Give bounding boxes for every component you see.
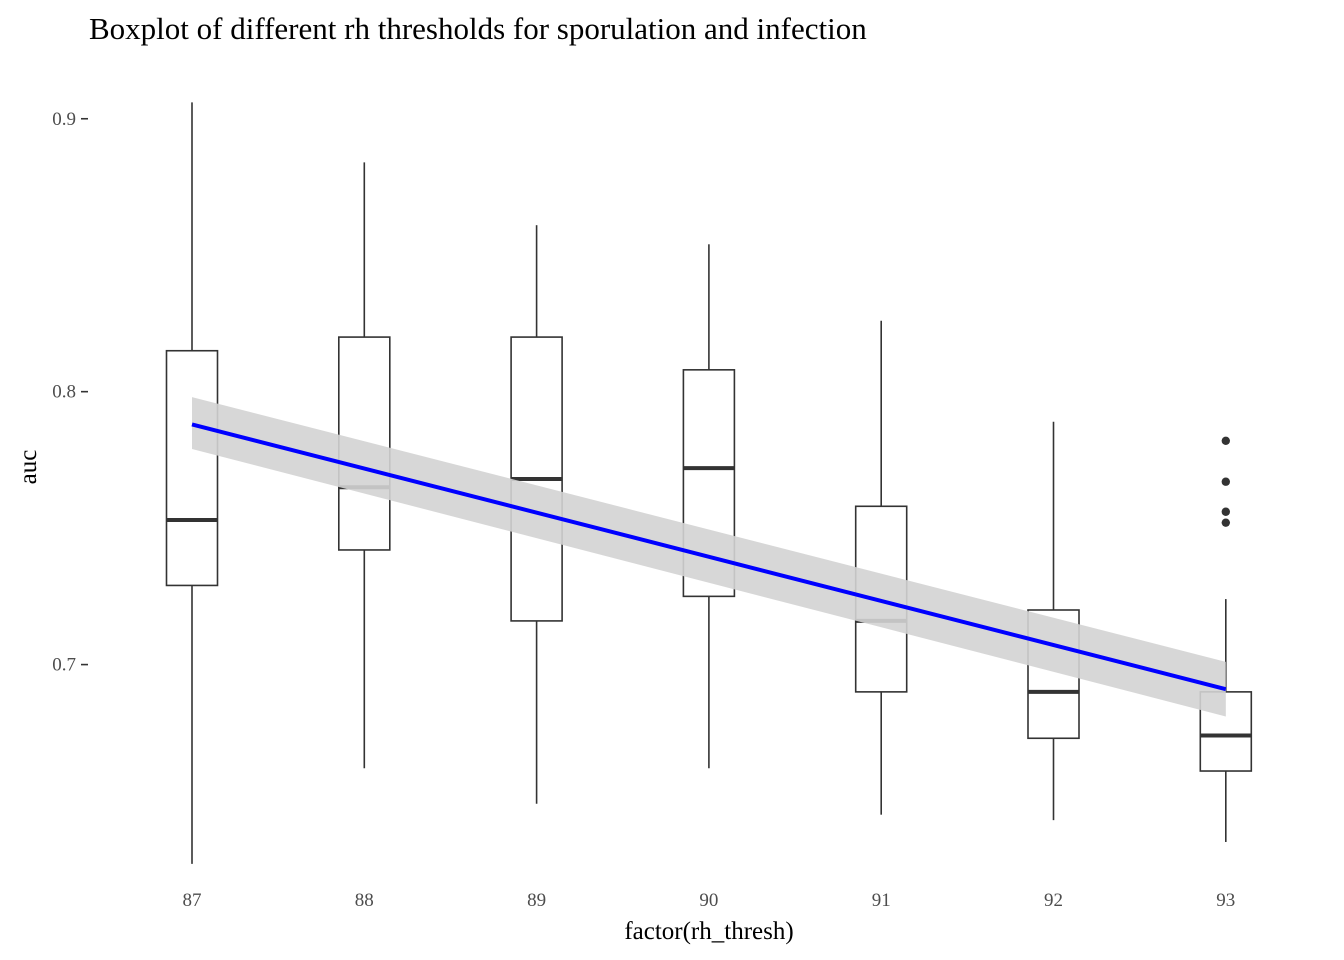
x-tick-label: 88 <box>355 890 374 911</box>
y-tick-label: 0.8 <box>52 382 76 403</box>
x-tick-label: 91 <box>872 890 891 911</box>
plot-area <box>165 102 1253 864</box>
box-87 <box>165 102 219 864</box>
x-tick-label: 87 <box>183 890 202 911</box>
outlier-point <box>1221 436 1231 445</box>
box-89 <box>510 225 563 804</box>
x-axis: 87 88 89 90 91 92 93 <box>183 890 1236 911</box>
box-iqr <box>165 349 219 587</box>
box-93 <box>1199 436 1253 842</box>
chart-title: Boxplot of different rh thresholds for s… <box>89 11 867 46</box>
x-tick-label: 92 <box>1044 890 1063 911</box>
y-axis-title: auc <box>15 450 42 485</box>
outlier-point <box>1221 507 1231 516</box>
outlier-point <box>1221 477 1231 486</box>
x-axis-title: factor(rh_thresh) <box>624 918 793 945</box>
y-tick-label: 0.7 <box>52 655 76 676</box>
x-tick-label: 93 <box>1216 890 1235 911</box>
outlier-point <box>1221 518 1231 527</box>
y-tick-label: 0.9 <box>52 109 76 130</box>
box-90 <box>682 244 736 769</box>
x-tick-label: 89 <box>527 890 546 911</box>
x-tick-label: 90 <box>699 890 718 911</box>
trend-line <box>191 422 1227 692</box>
y-axis: 0.7 0.8 0.9 <box>52 109 88 676</box>
box-91 <box>854 320 908 815</box>
